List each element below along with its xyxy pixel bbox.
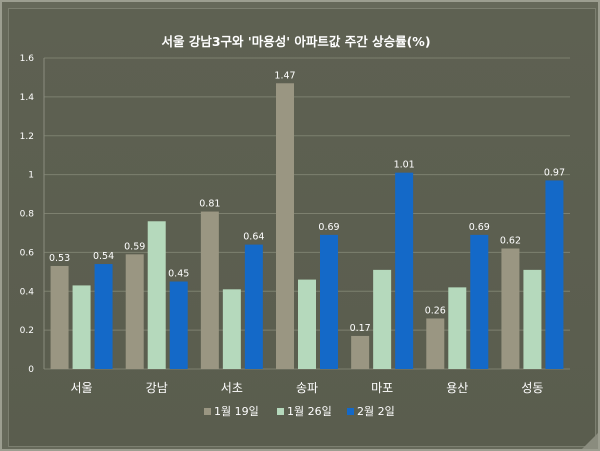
y-tick-label: 1.4 [20, 93, 35, 103]
bar [200, 211, 219, 369]
y-tick-label: 0.4 [20, 287, 35, 297]
bar [147, 221, 166, 369]
y-axis-ticks: 0 0.2 0.4 0.6 0.8 1 1.2 1.4 1.6 [20, 54, 35, 375]
bar [373, 269, 392, 369]
y-tick-label: 1.2 [20, 132, 34, 142]
bar [545, 180, 564, 369]
y-tick-label: 0.2 [20, 326, 34, 336]
x-category-label: 서울 [71, 381, 93, 395]
legend-swatch [204, 408, 211, 415]
bar [222, 289, 241, 369]
data-labels: 0.53 0.54 0.59 0.45 0.81 0.64 1.47 0.69 0.17 1.01… [49, 70, 565, 334]
x-category-label: 송파 [296, 381, 318, 395]
bar [276, 83, 294, 370]
page-curl-decoration [582, 433, 598, 449]
legend-label: 2월 2일 [357, 404, 395, 418]
bar [470, 234, 489, 369]
x-category-label: 용산 [446, 381, 468, 395]
data-label: 0.64 [243, 232, 264, 243]
y-tick-label: 1.6 [20, 54, 35, 64]
bar [395, 172, 414, 369]
bar [426, 318, 445, 369]
x-category-label: 서초 [221, 381, 243, 395]
data-label: 0.69 [469, 222, 490, 233]
bar [501, 248, 520, 369]
data-label: 1.47 [274, 70, 295, 81]
x-category-label: 마포 [371, 381, 393, 395]
x-category-label: 성동 [521, 381, 543, 395]
data-label: 0.59 [124, 241, 145, 252]
chart-panel [8, 8, 596, 447]
data-label: 0.54 [93, 251, 114, 262]
data-label: 0.81 [199, 199, 220, 210]
legend: 1월 19일 1월 26일 2월 2일 [204, 404, 395, 418]
y-tick-label: 0 [28, 365, 34, 375]
x-category-label: 강남 [146, 381, 168, 395]
bar [351, 335, 370, 369]
bar [320, 234, 338, 369]
bars [50, 83, 564, 370]
x-axis-categories: 서울 강남 서초 송파 마포 용산 성동 [71, 381, 544, 395]
bar [125, 254, 144, 369]
legend-label: 1월 26일 [287, 404, 332, 418]
bar [523, 269, 542, 369]
legend-swatch [277, 408, 284, 415]
bar [94, 264, 113, 369]
y-tick-label: 0.6 [20, 248, 35, 258]
y-tick-label: 1 [28, 171, 34, 181]
data-label: 0.45 [168, 269, 189, 280]
data-label: 0.69 [318, 222, 339, 233]
bar [72, 285, 91, 369]
data-label: 0.26 [425, 305, 446, 316]
data-label: 1.01 [394, 160, 415, 171]
chart-title: 서울 강남3구와 '마용성' 아파트값 주간 상승률(%) [161, 34, 430, 49]
bar [298, 279, 316, 369]
bar [169, 281, 188, 369]
legend-label: 1월 19일 [214, 404, 259, 418]
data-label: 0.97 [544, 167, 565, 178]
data-label: 0.53 [49, 253, 70, 264]
bar [244, 244, 263, 369]
data-label: 0.17 [350, 323, 371, 334]
legend-swatch [347, 408, 354, 415]
data-label: 0.62 [500, 235, 521, 246]
y-tick-label: 0.8 [20, 210, 35, 220]
bar [448, 287, 467, 369]
bar [50, 265, 69, 369]
